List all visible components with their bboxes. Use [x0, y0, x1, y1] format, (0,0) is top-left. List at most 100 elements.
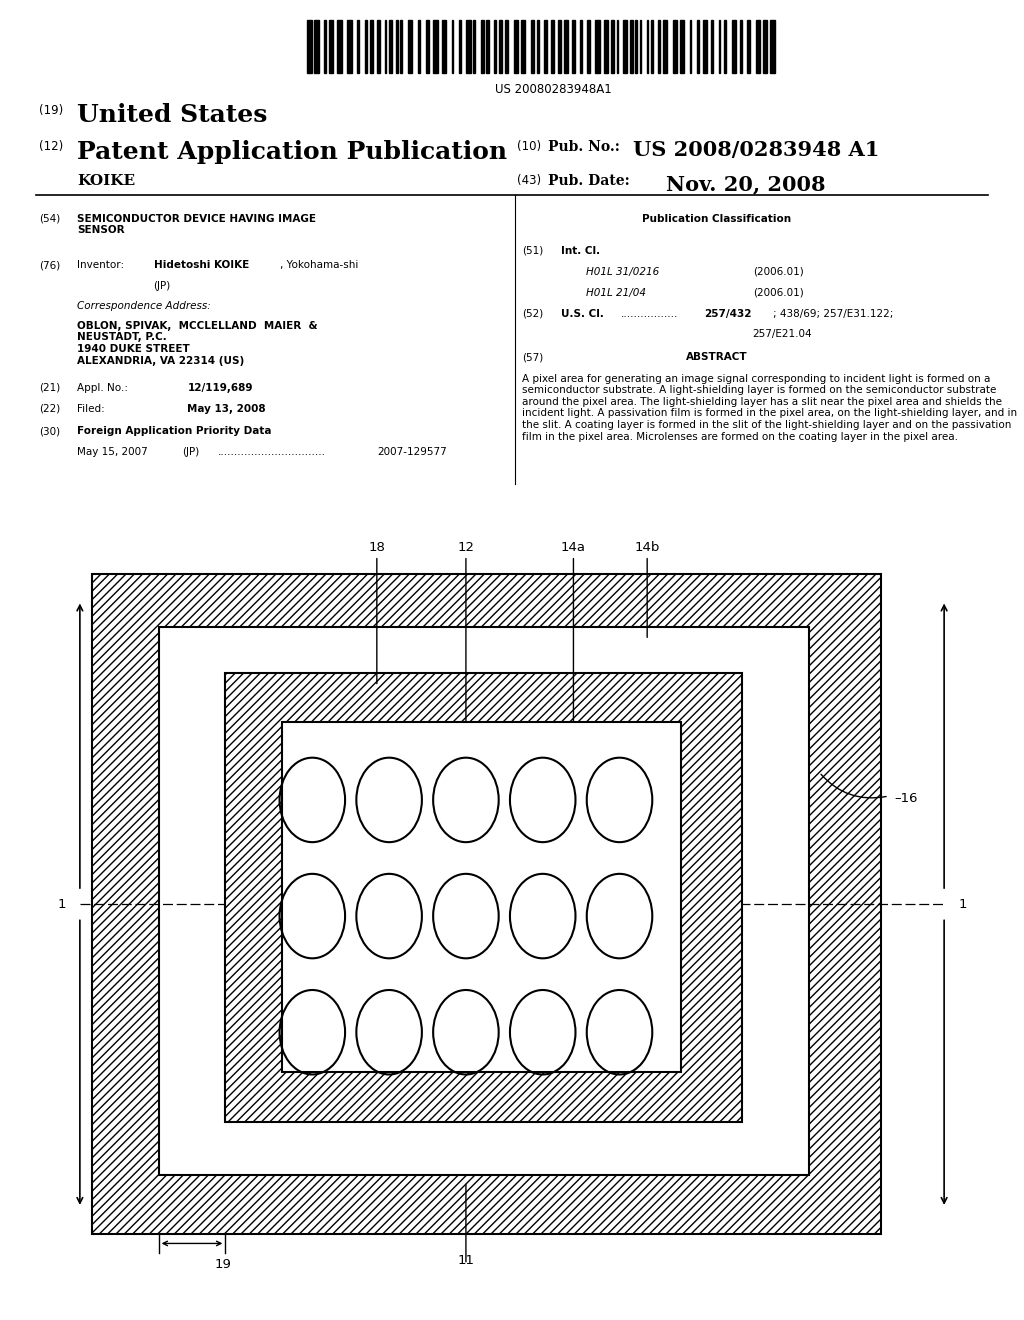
Bar	[505, 20, 508, 73]
Text: (30): (30)	[39, 426, 60, 437]
Bar	[92, 574, 881, 1234]
Text: 12: 12	[458, 541, 474, 554]
Bar	[159, 627, 809, 1175]
Text: 1: 1	[57, 898, 66, 911]
Bar	[604, 20, 608, 73]
Text: Filed:: Filed:	[77, 404, 104, 414]
Bar	[663, 20, 667, 73]
Bar	[442, 20, 446, 73]
Bar	[770, 20, 774, 73]
Text: ................................: ................................	[218, 447, 326, 458]
Bar	[680, 20, 684, 73]
Text: 12/119,689: 12/119,689	[187, 383, 253, 393]
Text: (12): (12)	[39, 140, 63, 153]
Text: .................: .................	[621, 309, 678, 319]
Bar	[587, 20, 590, 73]
Text: United States: United States	[77, 103, 267, 127]
Bar	[500, 20, 502, 73]
Bar	[452, 20, 454, 73]
Text: (51): (51)	[522, 246, 544, 256]
Text: 18: 18	[369, 541, 385, 554]
Text: (2006.01): (2006.01)	[753, 267, 804, 277]
Bar	[530, 20, 534, 73]
Text: –16: –16	[894, 792, 918, 805]
Bar	[651, 20, 652, 73]
Bar	[756, 20, 760, 73]
Bar	[558, 20, 561, 73]
Text: Pub. No.:: Pub. No.:	[548, 140, 620, 154]
Bar	[712, 20, 713, 73]
Text: Hidetoshi KOIKE: Hidetoshi KOIKE	[154, 260, 249, 271]
Bar	[724, 20, 726, 73]
Bar	[418, 20, 421, 73]
Bar	[731, 20, 736, 73]
Bar	[564, 20, 568, 73]
Text: (43): (43)	[517, 174, 542, 187]
Text: (52): (52)	[522, 309, 544, 319]
Bar	[396, 20, 397, 73]
Bar	[748, 20, 751, 73]
Bar	[225, 673, 742, 1122]
Bar	[544, 20, 547, 73]
Bar	[630, 20, 633, 73]
Text: ; 438/69; 257/E31.122;: ; 438/69; 257/E31.122;	[773, 309, 894, 319]
Text: US 2008/0283948 A1: US 2008/0283948 A1	[633, 140, 880, 160]
Bar	[365, 20, 368, 73]
Bar	[282, 722, 681, 1072]
Bar	[307, 20, 311, 73]
Bar	[337, 20, 342, 73]
Text: (JP): (JP)	[182, 447, 200, 458]
Text: Int. Cl.: Int. Cl.	[561, 246, 600, 256]
Bar	[514, 20, 518, 73]
Bar	[494, 20, 497, 73]
Text: U.S. Cl.: U.S. Cl.	[561, 309, 604, 319]
Bar	[611, 20, 614, 73]
Bar	[426, 20, 429, 73]
Bar	[690, 20, 691, 73]
Bar	[658, 20, 659, 73]
Bar	[357, 20, 358, 73]
Bar	[521, 20, 525, 73]
Text: (2006.01): (2006.01)	[753, 288, 804, 298]
Text: Publication Classification: Publication Classification	[642, 214, 792, 224]
Bar	[314, 20, 318, 73]
Bar	[371, 20, 373, 73]
Text: Nov. 20, 2008: Nov. 20, 2008	[666, 174, 825, 194]
Bar	[486, 20, 489, 73]
Text: Pub. Date:: Pub. Date:	[548, 174, 630, 189]
Text: 14a: 14a	[561, 541, 586, 554]
Bar	[408, 20, 412, 73]
Text: (57): (57)	[522, 352, 544, 363]
Text: (21): (21)	[39, 383, 60, 393]
Bar	[551, 20, 554, 73]
Text: , Yokohama-shi: , Yokohama-shi	[280, 260, 358, 271]
Bar	[325, 20, 326, 73]
Bar	[433, 20, 437, 73]
Bar	[640, 20, 641, 73]
Bar	[763, 20, 767, 73]
Text: 11: 11	[458, 1254, 474, 1267]
Bar	[378, 20, 380, 73]
Text: 257/E21.04: 257/E21.04	[753, 329, 812, 339]
Text: (54): (54)	[39, 214, 60, 224]
Bar	[480, 20, 483, 73]
Bar	[616, 20, 618, 73]
Bar	[389, 20, 392, 73]
Text: ABSTRACT: ABSTRACT	[686, 352, 748, 363]
Text: (JP): (JP)	[154, 281, 171, 292]
Text: (19): (19)	[39, 104, 63, 117]
Text: 2007-129577: 2007-129577	[377, 447, 446, 458]
Text: H01L 31/0216: H01L 31/0216	[586, 267, 659, 277]
Text: (22): (22)	[39, 404, 60, 414]
Text: (76): (76)	[39, 260, 60, 271]
Text: 19: 19	[215, 1258, 231, 1271]
Text: May 15, 2007: May 15, 2007	[77, 447, 147, 458]
Bar	[580, 20, 583, 73]
Bar	[702, 20, 708, 73]
Text: 257/432: 257/432	[705, 309, 752, 319]
Text: SEMICONDUCTOR DEVICE HAVING IMAGE
SENSOR: SEMICONDUCTOR DEVICE HAVING IMAGE SENSOR	[77, 214, 315, 235]
Bar	[572, 20, 575, 73]
Text: 14b: 14b	[635, 541, 659, 554]
Bar	[595, 20, 600, 73]
Text: Correspondence Address:: Correspondence Address:	[77, 301, 211, 312]
